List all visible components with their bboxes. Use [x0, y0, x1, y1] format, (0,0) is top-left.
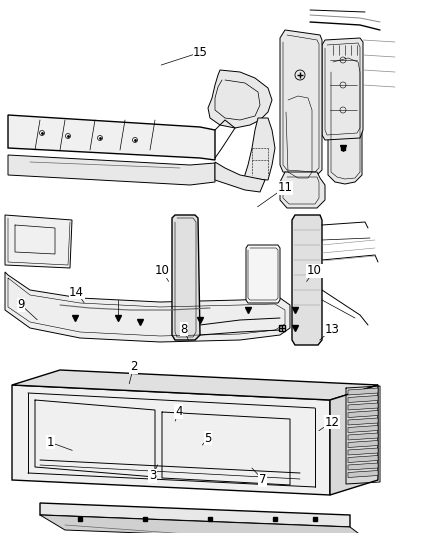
Text: 7: 7	[259, 473, 267, 486]
Text: 13: 13	[325, 323, 339, 336]
Text: 1: 1	[46, 436, 54, 449]
Text: 15: 15	[193, 46, 208, 59]
Text: 10: 10	[155, 264, 170, 277]
Polygon shape	[40, 503, 350, 527]
Polygon shape	[348, 448, 378, 455]
Polygon shape	[348, 425, 378, 432]
Polygon shape	[280, 172, 325, 208]
Polygon shape	[215, 162, 265, 192]
Polygon shape	[348, 410, 378, 417]
Polygon shape	[40, 515, 370, 533]
Polygon shape	[348, 463, 378, 470]
Text: 14: 14	[69, 286, 84, 298]
Polygon shape	[330, 385, 378, 495]
Text: 4: 4	[175, 405, 183, 418]
Polygon shape	[283, 90, 315, 182]
Polygon shape	[348, 395, 378, 402]
Polygon shape	[8, 155, 215, 185]
Polygon shape	[328, 52, 362, 184]
Polygon shape	[246, 245, 280, 303]
Polygon shape	[348, 471, 378, 478]
Text: 9: 9	[17, 298, 25, 311]
Text: 8: 8	[180, 323, 187, 336]
Polygon shape	[208, 70, 272, 128]
Polygon shape	[322, 38, 363, 140]
Polygon shape	[5, 215, 72, 268]
Text: 11: 11	[277, 181, 292, 194]
Polygon shape	[244, 118, 275, 180]
Text: 2: 2	[130, 360, 138, 373]
Text: 5: 5	[205, 432, 212, 445]
Polygon shape	[348, 418, 378, 425]
Polygon shape	[8, 115, 215, 160]
Polygon shape	[5, 272, 290, 342]
Polygon shape	[12, 370, 378, 400]
Text: 3: 3	[149, 470, 156, 482]
Polygon shape	[172, 215, 200, 340]
Polygon shape	[348, 440, 378, 448]
Polygon shape	[348, 456, 378, 463]
Text: 10: 10	[307, 264, 322, 277]
Polygon shape	[348, 388, 378, 395]
Polygon shape	[348, 403, 378, 410]
Polygon shape	[280, 30, 322, 175]
Polygon shape	[292, 215, 322, 345]
Polygon shape	[12, 385, 330, 495]
Polygon shape	[348, 433, 378, 440]
Text: 12: 12	[325, 416, 339, 429]
Polygon shape	[330, 45, 362, 55]
